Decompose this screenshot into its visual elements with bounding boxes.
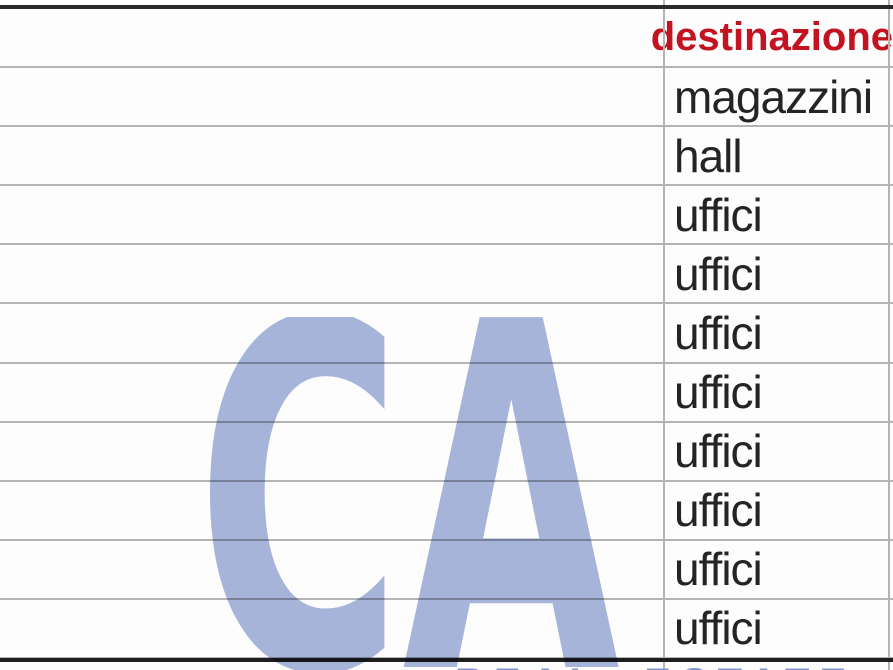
cell-value: uffici — [674, 425, 763, 478]
table-header-row: destinazione — [0, 9, 893, 69]
column-gridline — [663, 0, 665, 670]
cell-value: uffici — [674, 307, 763, 360]
empty-cell[interactable] — [0, 245, 664, 302]
empty-cell[interactable] — [0, 364, 664, 421]
cell-value: magazzini — [674, 70, 873, 123]
destination-cell[interactable]: uffici — [664, 482, 893, 539]
destination-cell[interactable]: uffici — [664, 600, 893, 657]
cell-value: uffici — [674, 188, 763, 241]
empty-cell[interactable] — [0, 482, 664, 539]
table-row: uffici — [0, 245, 893, 305]
table-top-border — [0, 5, 893, 9]
table-row: uffici — [0, 364, 893, 423]
destination-header-label: destinazione — [650, 15, 893, 60]
empty-cell[interactable] — [0, 127, 664, 184]
table-row: magazzini — [0, 68, 893, 128]
cell-value: uffici — [674, 247, 763, 300]
cell-value: uffici — [674, 366, 763, 419]
table-row: uffici — [0, 304, 893, 364]
table: destinazione magazzini hall uffici — [0, 9, 893, 660]
empty-cell[interactable] — [0, 541, 664, 598]
destination-cell[interactable]: uffici — [664, 245, 893, 302]
table-row: uffici — [0, 482, 893, 541]
destination-cell[interactable]: uffici — [664, 186, 893, 243]
destination-cell[interactable]: magazzini — [664, 68, 893, 125]
table-row: uffici — [0, 423, 893, 482]
table-bottom-border — [0, 658, 893, 662]
cell-value: uffici — [674, 602, 763, 655]
empty-cell[interactable] — [0, 600, 664, 657]
empty-cell[interactable] — [0, 9, 641, 66]
empty-cell[interactable] — [0, 423, 664, 480]
destination-cell[interactable]: hall — [664, 127, 893, 184]
empty-cell[interactable] — [0, 304, 664, 361]
column-gridline-right — [888, 0, 890, 670]
cell-value: hall — [674, 129, 743, 182]
table-row: uffici — [0, 186, 893, 246]
empty-cell[interactable] — [0, 186, 664, 243]
empty-cell[interactable] — [0, 68, 664, 125]
watermark-real-estate-text: REAL ESTATE — [455, 661, 856, 670]
destination-cell[interactable]: uffici — [664, 541, 893, 598]
destination-cell[interactable]: uffici — [664, 304, 893, 361]
table-row: hall — [0, 127, 893, 187]
destination-cell[interactable]: uffici — [664, 364, 893, 421]
destination-header-cell[interactable]: destinazione — [641, 9, 893, 66]
cell-value: uffici — [674, 484, 763, 537]
table-row: uffici — [0, 600, 893, 660]
table-row: uffici — [0, 541, 893, 600]
cell-value: uffici — [674, 543, 763, 596]
destination-cell[interactable]: uffici — [664, 423, 893, 480]
